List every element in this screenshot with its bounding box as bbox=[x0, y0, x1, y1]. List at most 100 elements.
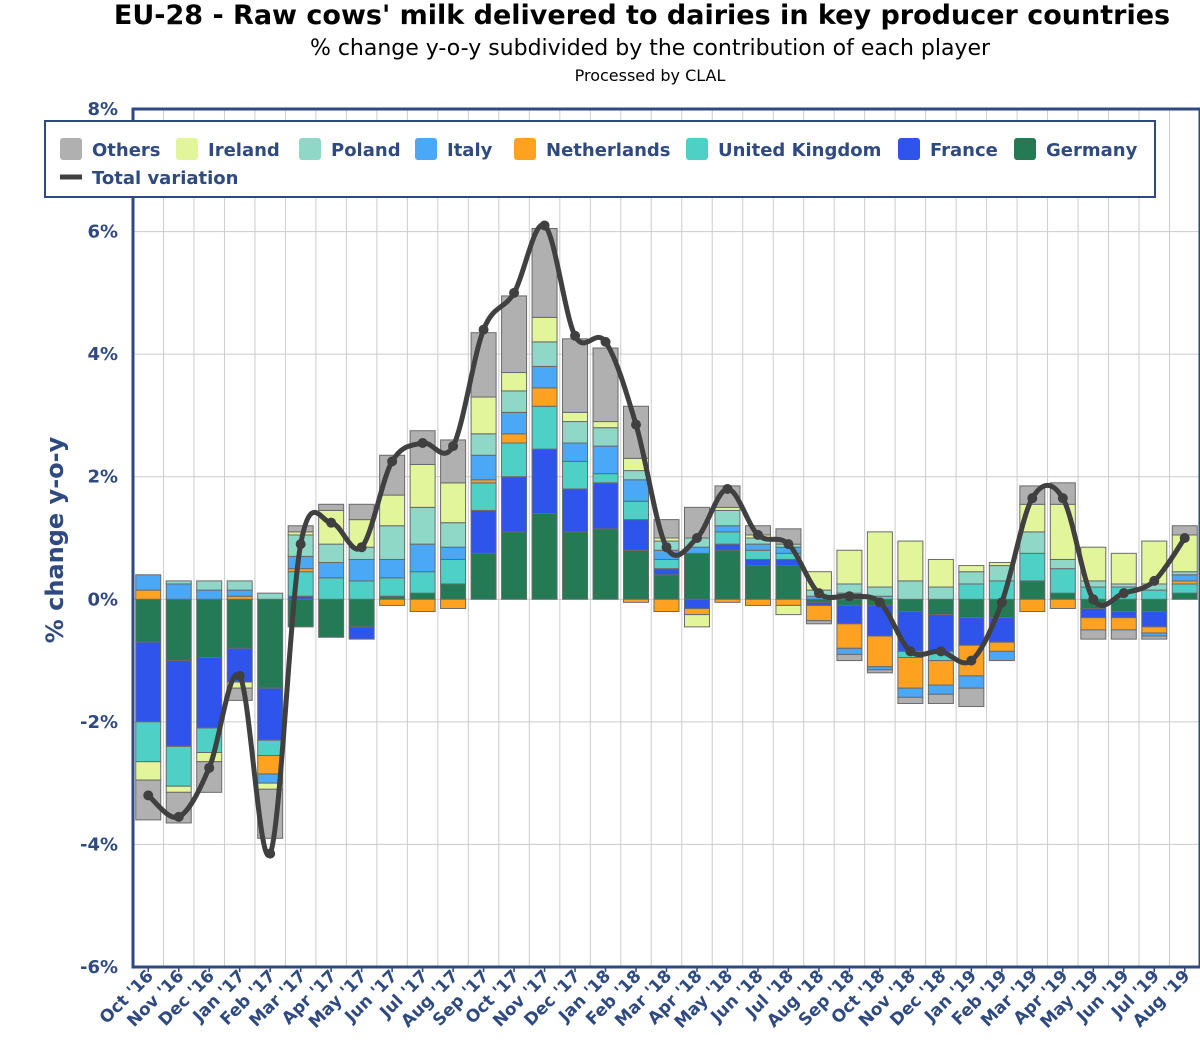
bar-segment-italy bbox=[440, 546, 467, 560]
total-variation-point bbox=[905, 646, 916, 657]
bar-segment-italy bbox=[379, 558, 406, 579]
total-variation-point bbox=[1149, 575, 1160, 586]
bar-segment-france bbox=[165, 660, 192, 747]
bar-segment-germany bbox=[440, 583, 467, 600]
bar-segment-france bbox=[501, 476, 528, 533]
bar-segment-netherlands bbox=[897, 657, 924, 689]
bar-segment-netherlands bbox=[409, 598, 436, 613]
chart-subtitle: % change y-o-y subdivided by the contrib… bbox=[310, 36, 991, 61]
bar-segment-ireland bbox=[683, 614, 710, 628]
bar-segment-france bbox=[470, 509, 497, 554]
bar-segment-united-kingdom bbox=[1171, 583, 1198, 594]
bar-segment-germany bbox=[744, 565, 771, 600]
bar-segment-italy bbox=[562, 442, 589, 462]
bar-segment-italy bbox=[623, 479, 650, 502]
y-tick-label: -6% bbox=[80, 957, 118, 978]
bar-segment-poland bbox=[501, 390, 528, 413]
bar-segment-ireland bbox=[470, 396, 497, 435]
bar-segment-netherlands bbox=[775, 598, 802, 606]
bar-segment-germany bbox=[501, 531, 528, 600]
bar-segment-france bbox=[135, 641, 162, 723]
bar-segment-poland bbox=[440, 522, 467, 548]
bar-segment-netherlands bbox=[1049, 598, 1076, 609]
bar-segment-germany bbox=[1019, 580, 1046, 600]
bar-segment-united-kingdom bbox=[1049, 568, 1076, 594]
bar-segment-ireland bbox=[379, 494, 406, 527]
bar-segment-netherlands bbox=[623, 598, 650, 603]
bar-segment-italy bbox=[988, 650, 1015, 662]
bar-segment-ireland bbox=[775, 604, 802, 616]
bar-segment-poland bbox=[318, 543, 345, 564]
bar-segment-italy bbox=[927, 684, 954, 695]
total-variation-point bbox=[1057, 493, 1068, 504]
bar-segment-ireland bbox=[958, 565, 985, 573]
bar-segment-italy bbox=[348, 558, 375, 582]
y-tick-label: 4% bbox=[87, 344, 118, 365]
chart-credit: Processed by CLAL bbox=[575, 66, 726, 85]
total-variation-point bbox=[417, 438, 428, 449]
bar-segment-netherlands bbox=[1080, 617, 1107, 631]
bar-segment-others bbox=[897, 696, 924, 704]
total-variation-point bbox=[722, 483, 733, 494]
bar-segment-germany bbox=[470, 552, 497, 600]
legend-box bbox=[44, 120, 1156, 198]
bar-segment-italy bbox=[501, 411, 528, 435]
bar-segment-others bbox=[927, 693, 954, 704]
bar-segment-ireland bbox=[897, 540, 924, 582]
bar-segment-germany bbox=[409, 592, 436, 600]
bar-segment-others bbox=[1080, 629, 1107, 640]
bar-segment-italy bbox=[836, 647, 863, 655]
y-axis-label: % change y-o-y bbox=[41, 436, 69, 643]
y-tick-label: -4% bbox=[80, 834, 118, 855]
bar-segment-ireland bbox=[531, 316, 558, 343]
bar-segment-netherlands bbox=[653, 598, 680, 613]
bar-segment-italy bbox=[958, 675, 985, 689]
bar-segment-netherlands bbox=[805, 604, 832, 622]
bar-segment-others bbox=[1110, 629, 1137, 640]
bar-segment-germany bbox=[257, 598, 284, 689]
bar-segment-united-kingdom bbox=[257, 739, 284, 757]
bar-segment-ireland bbox=[135, 761, 162, 781]
bar-segment-others bbox=[501, 295, 528, 374]
bar-segment-france bbox=[744, 558, 771, 567]
bar-segment-poland bbox=[379, 525, 406, 560]
bar-segment-italy bbox=[470, 454, 497, 481]
legend-item-netherlands: Netherlands bbox=[514, 138, 671, 161]
legend-swatch bbox=[60, 138, 82, 160]
bar-segment-poland bbox=[592, 427, 619, 447]
bar-segment-italy bbox=[714, 525, 741, 533]
bar-segment-united-kingdom bbox=[1019, 552, 1046, 582]
bar-segment-italy bbox=[531, 365, 558, 389]
legend-label: Poland bbox=[331, 140, 401, 161]
legend-label: Netherlands bbox=[546, 140, 671, 161]
legend-label: Others bbox=[92, 140, 161, 161]
bar-segment-france bbox=[653, 568, 680, 576]
total-variation-point bbox=[539, 220, 550, 231]
bar-segment-france bbox=[866, 604, 893, 637]
bar-segment-netherlands bbox=[988, 641, 1015, 652]
total-variation-point bbox=[631, 419, 642, 430]
y-tick-label: 0% bbox=[87, 589, 118, 610]
bar-segment-others bbox=[562, 338, 589, 413]
total-variation-point bbox=[966, 655, 977, 666]
bar-segment-france bbox=[562, 488, 589, 533]
total-variation-point bbox=[204, 762, 215, 773]
bar-segment-france bbox=[623, 519, 650, 551]
bar-segment-italy bbox=[196, 589, 223, 600]
y-tick-label: 8% bbox=[87, 99, 118, 120]
bar-segment-ireland bbox=[1110, 552, 1137, 585]
bar-segment-france bbox=[683, 598, 710, 609]
bar-series bbox=[135, 228, 1198, 839]
grid-lines bbox=[133, 108, 1200, 968]
bar-segment-italy bbox=[226, 589, 253, 597]
bar-segment-netherlands bbox=[836, 623, 863, 649]
bar-segment-united-kingdom bbox=[958, 583, 985, 600]
bar-segment-united-kingdom bbox=[287, 571, 314, 597]
bar-segment-netherlands bbox=[927, 660, 954, 686]
total-variation-point bbox=[143, 790, 154, 801]
bar-segment-united-kingdom bbox=[409, 571, 436, 594]
bar-segment-france bbox=[958, 617, 985, 646]
bar-segment-germany bbox=[897, 598, 924, 613]
bar-segment-netherlands bbox=[1141, 626, 1168, 634]
